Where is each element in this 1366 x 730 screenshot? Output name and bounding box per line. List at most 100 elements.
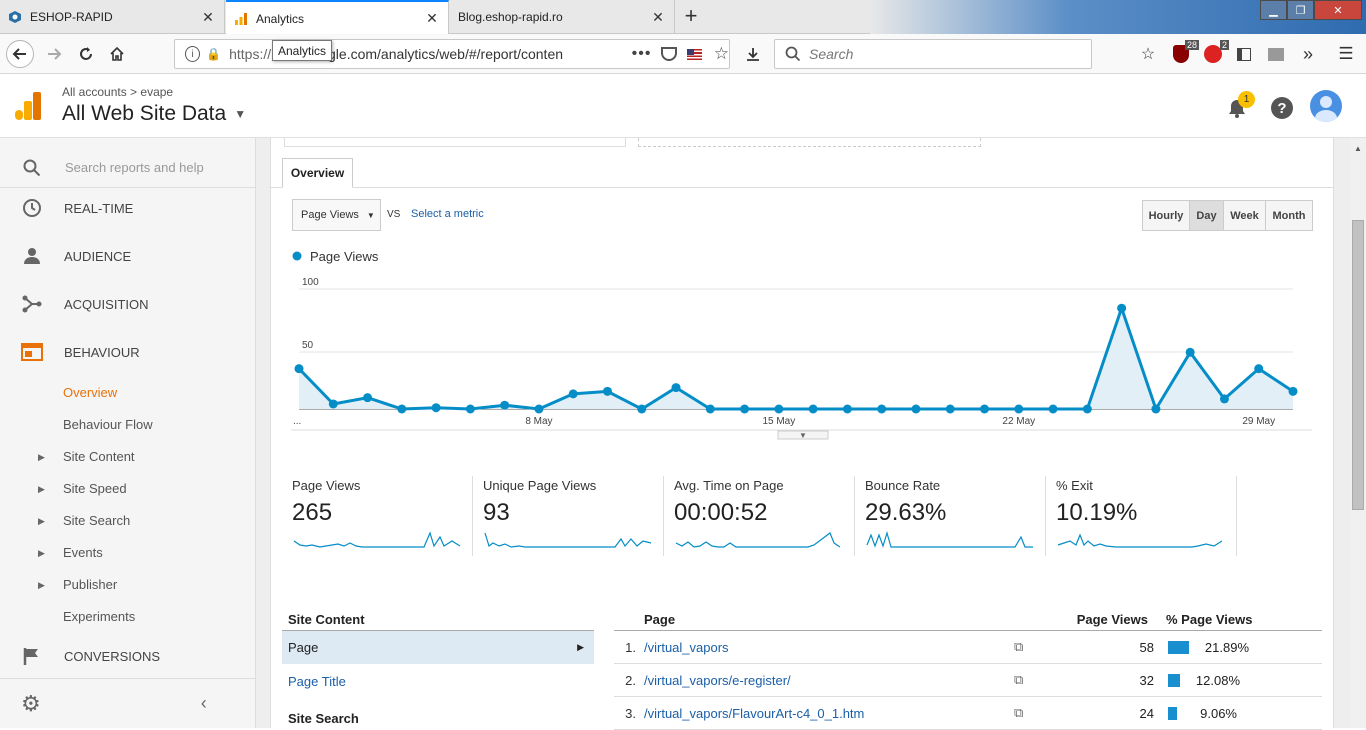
data-point[interactable] [842, 404, 852, 414]
nav-realtime[interactable]: REAL-TIME [0, 188, 256, 228]
external-link-icon[interactable]: ⧉ [1014, 639, 1024, 654]
tab-eshop-rapid[interactable]: ESHOP-RAPID ✕ [0, 0, 225, 34]
tab-blog[interactable]: Blog.eshop-rapid.ro ✕ [450, 0, 675, 34]
hamburger-menu-button[interactable]: ☰ [1332, 40, 1360, 68]
sidebar-item-behaviour-flow[interactable]: Behaviour Flow [63, 417, 153, 432]
sidebar-item-site-content[interactable]: Site Content [63, 449, 135, 464]
collapse-chevron-icon[interactable]: ‹ [200, 693, 207, 713]
data-point[interactable] [808, 404, 818, 414]
segment-box[interactable] [284, 138, 626, 147]
sidebar-item-site-speed[interactable]: Site Speed [63, 481, 127, 496]
table-row[interactable]: 2. /virtual_vapors/e-register/ ⧉ 32 12.0… [614, 664, 1322, 697]
stat-page-views[interactable]: Page Views 265 [292, 478, 472, 558]
select-metric-link[interactable]: Select a metric [411, 208, 484, 220]
more-actions-icon[interactable]: ••• [631, 45, 652, 62]
breadcrumb-accounts[interactable]: All accounts [62, 85, 127, 99]
week-button[interactable]: Week [1223, 200, 1266, 231]
sidebar-search[interactable]: Search reports and help [0, 148, 256, 188]
data-point[interactable] [1288, 386, 1298, 396]
data-point[interactable] [602, 386, 612, 396]
stat-bounce-rate[interactable]: Bounce Rate 29.63% [865, 478, 1045, 558]
data-point[interactable] [637, 404, 647, 414]
data-point[interactable] [500, 400, 510, 410]
col-page-header[interactable]: Page [644, 612, 676, 627]
data-point[interactable] [328, 399, 338, 409]
data-point[interactable] [1014, 404, 1024, 414]
breadcrumb-account[interactable]: evape [140, 85, 174, 99]
stat-unique-page-views[interactable]: Unique Page Views 93 [483, 478, 663, 558]
expand-caret-icon[interactable]: ▶ [38, 516, 45, 526]
month-button[interactable]: Month [1265, 200, 1313, 231]
hourly-button[interactable]: Hourly [1142, 200, 1190, 231]
data-point[interactable] [1185, 347, 1195, 357]
browser-search-input[interactable]: Search [774, 39, 1092, 69]
data-point[interactable] [774, 404, 784, 414]
analytics-logo-icon[interactable] [15, 92, 41, 120]
close-icon[interactable]: ✕ [202, 8, 214, 25]
site-content-page[interactable]: Page ▶ [282, 630, 594, 664]
data-point[interactable] [911, 404, 921, 414]
legend-label[interactable]: Page Views [310, 249, 379, 264]
maximize-button[interactable]: ❐ [1287, 0, 1314, 20]
row-page-link[interactable]: /virtual_vapors/e-register/ [644, 672, 791, 688]
gear-icon[interactable]: ⚙ [21, 690, 41, 716]
page-scrollbar[interactable]: ▲ [1350, 138, 1366, 728]
table-row[interactable]: 3. /virtual_vapors/FlavourArt-c4_0_1.htm… [614, 697, 1322, 730]
sidebar-toggle-button[interactable] [1230, 40, 1258, 68]
data-point[interactable] [568, 389, 578, 399]
data-point[interactable] [363, 393, 373, 403]
scroll-up-icon[interactable]: ▲ [1354, 144, 1362, 153]
data-point[interactable] [431, 403, 441, 413]
data-point[interactable] [1117, 303, 1127, 313]
site-content-page-title[interactable]: Page Title [288, 674, 346, 689]
col-views-header[interactable]: Page Views [1076, 612, 1148, 627]
sidebar-item-experiments[interactable]: Experiments [63, 609, 136, 624]
data-point[interactable] [1151, 404, 1161, 414]
data-point[interactable] [671, 383, 681, 393]
data-point[interactable] [945, 404, 955, 414]
data-point[interactable] [740, 404, 750, 414]
add-segment-box[interactable] [638, 138, 981, 147]
stat-exit[interactable]: % Exit 10.19% [1056, 478, 1236, 558]
external-link-icon[interactable]: ⧉ [1014, 705, 1024, 720]
data-point[interactable] [534, 404, 544, 414]
data-point[interactable] [465, 404, 475, 414]
bookmarks-list-button[interactable]: ☆ [1134, 40, 1162, 68]
data-point[interactable] [294, 364, 304, 374]
data-point[interactable] [1254, 364, 1264, 374]
sidebar-item-publisher[interactable]: Publisher [63, 577, 118, 592]
row-page-link[interactable]: /virtual_vapors/FlavourArt-c4_0_1.htm [644, 705, 865, 721]
back-button[interactable] [6, 40, 34, 68]
expand-caret-icon[interactable]: ▶ [38, 484, 45, 494]
data-point[interactable] [705, 404, 715, 414]
nav-conversions[interactable]: CONVERSIONS [0, 636, 256, 676]
stat-avg-time[interactable]: Avg. Time on Page 00:00:52 [674, 478, 854, 558]
expand-caret-icon[interactable]: ▶ [38, 548, 45, 558]
close-icon[interactable]: ✕ [652, 8, 664, 25]
day-button[interactable]: Day [1189, 200, 1224, 231]
table-row[interactable]: 1. /virtual_vapors ⧉ 58 21.89% [614, 631, 1322, 664]
bookmark-star-icon[interactable]: ☆ [713, 44, 729, 63]
pocket-icon[interactable] [661, 47, 677, 61]
avatar[interactable] [1310, 90, 1342, 122]
data-point[interactable] [1048, 404, 1058, 414]
chart-resize-handle[interactable] [777, 430, 829, 440]
data-point[interactable] [980, 404, 990, 414]
new-tab-button[interactable]: + [684, 3, 698, 28]
data-point[interactable] [1219, 394, 1229, 404]
row-page-link[interactable]: /virtual_vapors [644, 639, 729, 655]
data-point[interactable] [1082, 404, 1092, 414]
expand-caret-icon[interactable]: ▶ [38, 452, 45, 462]
metric-select[interactable]: Page Views ▼ [292, 199, 381, 231]
property-selector[interactable]: All Web Site Data ▼ [62, 102, 246, 126]
col-pct-header[interactable]: % Page Views [1166, 612, 1253, 627]
expand-caret-icon[interactable]: ▶ [38, 580, 45, 590]
scroll-thumb[interactable] [1352, 220, 1364, 510]
adblock-button[interactable]: 2 [1199, 40, 1229, 68]
sidebar-item-overview[interactable]: Overview [63, 385, 118, 400]
nav-behaviour[interactable]: BEHAVIOUR [0, 332, 256, 372]
external-link-icon[interactable]: ⧉ [1014, 672, 1024, 687]
reload-button[interactable] [72, 40, 100, 68]
close-icon[interactable]: ✕ [426, 10, 438, 26]
notifications-button[interactable]: 1 [1226, 91, 1255, 121]
